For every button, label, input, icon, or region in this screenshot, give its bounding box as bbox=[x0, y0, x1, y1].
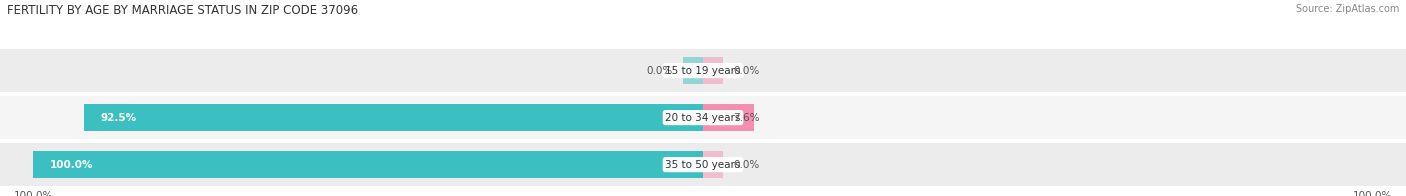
Text: 15 to 19 years: 15 to 19 years bbox=[665, 65, 741, 76]
Text: 7.6%: 7.6% bbox=[733, 113, 759, 123]
Text: FERTILITY BY AGE BY MARRIAGE STATUS IN ZIP CODE 37096: FERTILITY BY AGE BY MARRIAGE STATUS IN Z… bbox=[7, 4, 359, 17]
Bar bbox=[703, 57, 723, 84]
Bar bbox=[0, 49, 1406, 92]
Bar bbox=[0, 143, 1406, 186]
Text: 35 to 50 years: 35 to 50 years bbox=[665, 160, 741, 170]
Text: 100.0%: 100.0% bbox=[51, 160, 94, 170]
Bar bbox=[84, 104, 703, 131]
Bar bbox=[683, 57, 703, 84]
Bar bbox=[34, 151, 703, 178]
Text: Source: ZipAtlas.com: Source: ZipAtlas.com bbox=[1295, 4, 1399, 14]
Text: 0.0%: 0.0% bbox=[733, 160, 759, 170]
Text: 0.0%: 0.0% bbox=[647, 65, 673, 76]
Bar bbox=[0, 96, 1406, 139]
Text: 92.5%: 92.5% bbox=[100, 113, 136, 123]
Bar bbox=[703, 151, 723, 178]
Text: 20 to 34 years: 20 to 34 years bbox=[665, 113, 741, 123]
Text: 0.0%: 0.0% bbox=[733, 65, 759, 76]
Bar bbox=[703, 104, 754, 131]
